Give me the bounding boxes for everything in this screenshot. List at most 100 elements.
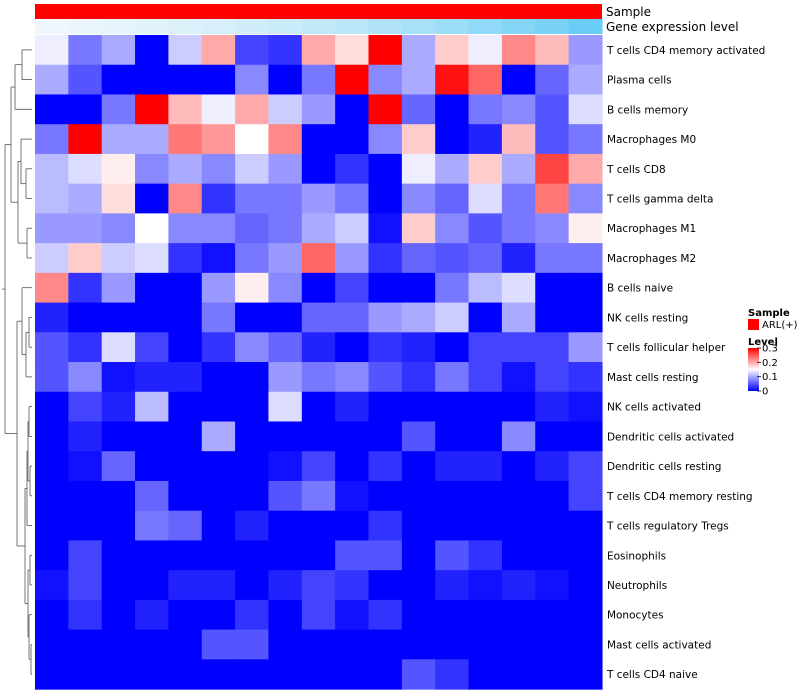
- heatmap-cell: [435, 243, 470, 274]
- heatmap-cell: [568, 302, 603, 333]
- heatmap-cell: [101, 332, 136, 363]
- heatmap-cell: [535, 243, 570, 274]
- heatmap-cell: [135, 421, 169, 452]
- heatmap-cell: [35, 540, 69, 571]
- heatmap-cell: [35, 659, 69, 690]
- heatmap-cell: [301, 391, 336, 423]
- heatmap-cell: [268, 332, 303, 363]
- heatmap-cell: [201, 302, 236, 333]
- heatmap-cell: [368, 94, 403, 125]
- heatmap-cell: [101, 480, 136, 512]
- heatmap-cell: [235, 480, 270, 512]
- heatmap-cell: [168, 243, 203, 274]
- heatmap-cell: [368, 332, 403, 363]
- heatmap-cell: [201, 64, 236, 96]
- heatmap-cell: [568, 540, 603, 571]
- heatmap-cell: [468, 94, 503, 125]
- row-label: T cells follicular helper: [606, 342, 726, 354]
- row-label: T cells regulatory Tregs: [606, 521, 729, 533]
- heatmap-cell: [535, 64, 570, 96]
- row-label: Monocytes: [607, 610, 664, 622]
- heatmap-cell: [35, 94, 69, 125]
- heatmap-cell: [568, 243, 603, 274]
- heatmap-cell: [401, 391, 436, 423]
- heatmap-cell: [401, 64, 436, 96]
- heatmap-cell: [368, 540, 403, 571]
- heatmap-cell: [268, 124, 303, 155]
- heatmap-cell: [501, 332, 536, 363]
- row-label: Eosinophils: [607, 550, 666, 562]
- heatmap-cell: [168, 451, 203, 482]
- heatmap-cell: [68, 540, 103, 571]
- heatmap-cell: [435, 599, 470, 631]
- gene-level-cell: [335, 19, 370, 34]
- heatmap-cell: [368, 362, 403, 393]
- heatmap-cell: [535, 510, 570, 542]
- heatmap-cell: [368, 510, 403, 542]
- heatmap-cell: [501, 272, 536, 304]
- heatmap-cell: [501, 35, 536, 66]
- row-label: Macrophages M1: [607, 223, 696, 235]
- heatmap-cell: [101, 540, 136, 571]
- heatmap-cell: [68, 64, 103, 96]
- heatmap-cell: [268, 540, 303, 571]
- heatmap-cell: [301, 64, 336, 96]
- heatmap-cell: [135, 64, 169, 96]
- heatmap-cell: [235, 570, 270, 601]
- heatmap-cell: [68, 421, 103, 452]
- heatmap-cell: [468, 272, 503, 304]
- heatmap-cell: [335, 64, 370, 96]
- heatmap-cell: [335, 570, 370, 601]
- row-dendrogram: [2, 49, 32, 675]
- heatmap-cell: [201, 213, 236, 244]
- heatmap-cell: [135, 332, 169, 363]
- heatmap-cell: [301, 540, 336, 571]
- heatmap-cell: [135, 213, 169, 244]
- heatmap-cell: [568, 183, 603, 214]
- heatmap-cell: [268, 302, 303, 333]
- gene-level-cell: [168, 19, 203, 34]
- row-label: B cells naive: [607, 283, 673, 295]
- heatmap-cell: [235, 332, 270, 363]
- heatmap-cell: [535, 570, 570, 601]
- heatmap-cell: [201, 421, 236, 452]
- heatmap-cell: [501, 510, 536, 542]
- heatmap-cell: [101, 35, 136, 66]
- heatmap-cell: [368, 659, 403, 690]
- heatmap-cell: [335, 302, 370, 333]
- heatmap-cell: [301, 124, 336, 155]
- heatmap-cell: [101, 153, 136, 185]
- heatmap-cell: [268, 451, 303, 482]
- heatmap-cell: [235, 213, 270, 244]
- gene-level-cell: [68, 19, 103, 34]
- heatmap-cell: [368, 629, 403, 660]
- heatmap-cell: [501, 243, 536, 274]
- heatmap-cell: [568, 570, 603, 601]
- legend-sample-swatch: [748, 319, 759, 330]
- row-labels: T cells CD4 memory activated Plasma cells…: [606, 45, 765, 681]
- heatmap-cell: [435, 480, 470, 512]
- heatmap-cell: [435, 272, 470, 304]
- heatmap-cell: [168, 332, 203, 363]
- heatmap-cell: [135, 94, 169, 125]
- heatmap-cell: [468, 35, 503, 66]
- heatmap-cell: [468, 213, 503, 244]
- heatmap-cell: [435, 213, 470, 244]
- heatmap-cell: [35, 510, 69, 542]
- heatmap-cell: [501, 659, 536, 690]
- heatmap-cell: [68, 124, 103, 155]
- sample-track-label: Sample: [606, 5, 651, 19]
- heatmap-cell: [368, 35, 403, 66]
- heatmap-cell: [501, 480, 536, 512]
- heatmap-cell: [135, 629, 169, 660]
- heatmap-cell: [101, 599, 136, 631]
- heatmap-cell: [535, 302, 570, 333]
- row-label: Dendritic cells activated: [607, 431, 734, 443]
- heatmap-cell: [301, 35, 336, 66]
- heatmap-cell: [101, 124, 136, 155]
- heatmap-cell: [368, 451, 403, 482]
- heatmap-cell: [468, 451, 503, 482]
- heatmap-cell: [235, 243, 270, 274]
- row-label: T cells CD4 memory activated: [606, 45, 765, 57]
- heatmap-cell: [235, 540, 270, 571]
